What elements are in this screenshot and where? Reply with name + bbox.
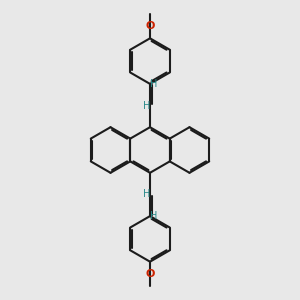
Text: H: H [143, 100, 150, 111]
Text: O: O [145, 21, 155, 31]
Text: O: O [145, 269, 155, 279]
Text: H: H [150, 79, 157, 89]
Text: H: H [143, 189, 150, 200]
Text: H: H [150, 211, 157, 221]
